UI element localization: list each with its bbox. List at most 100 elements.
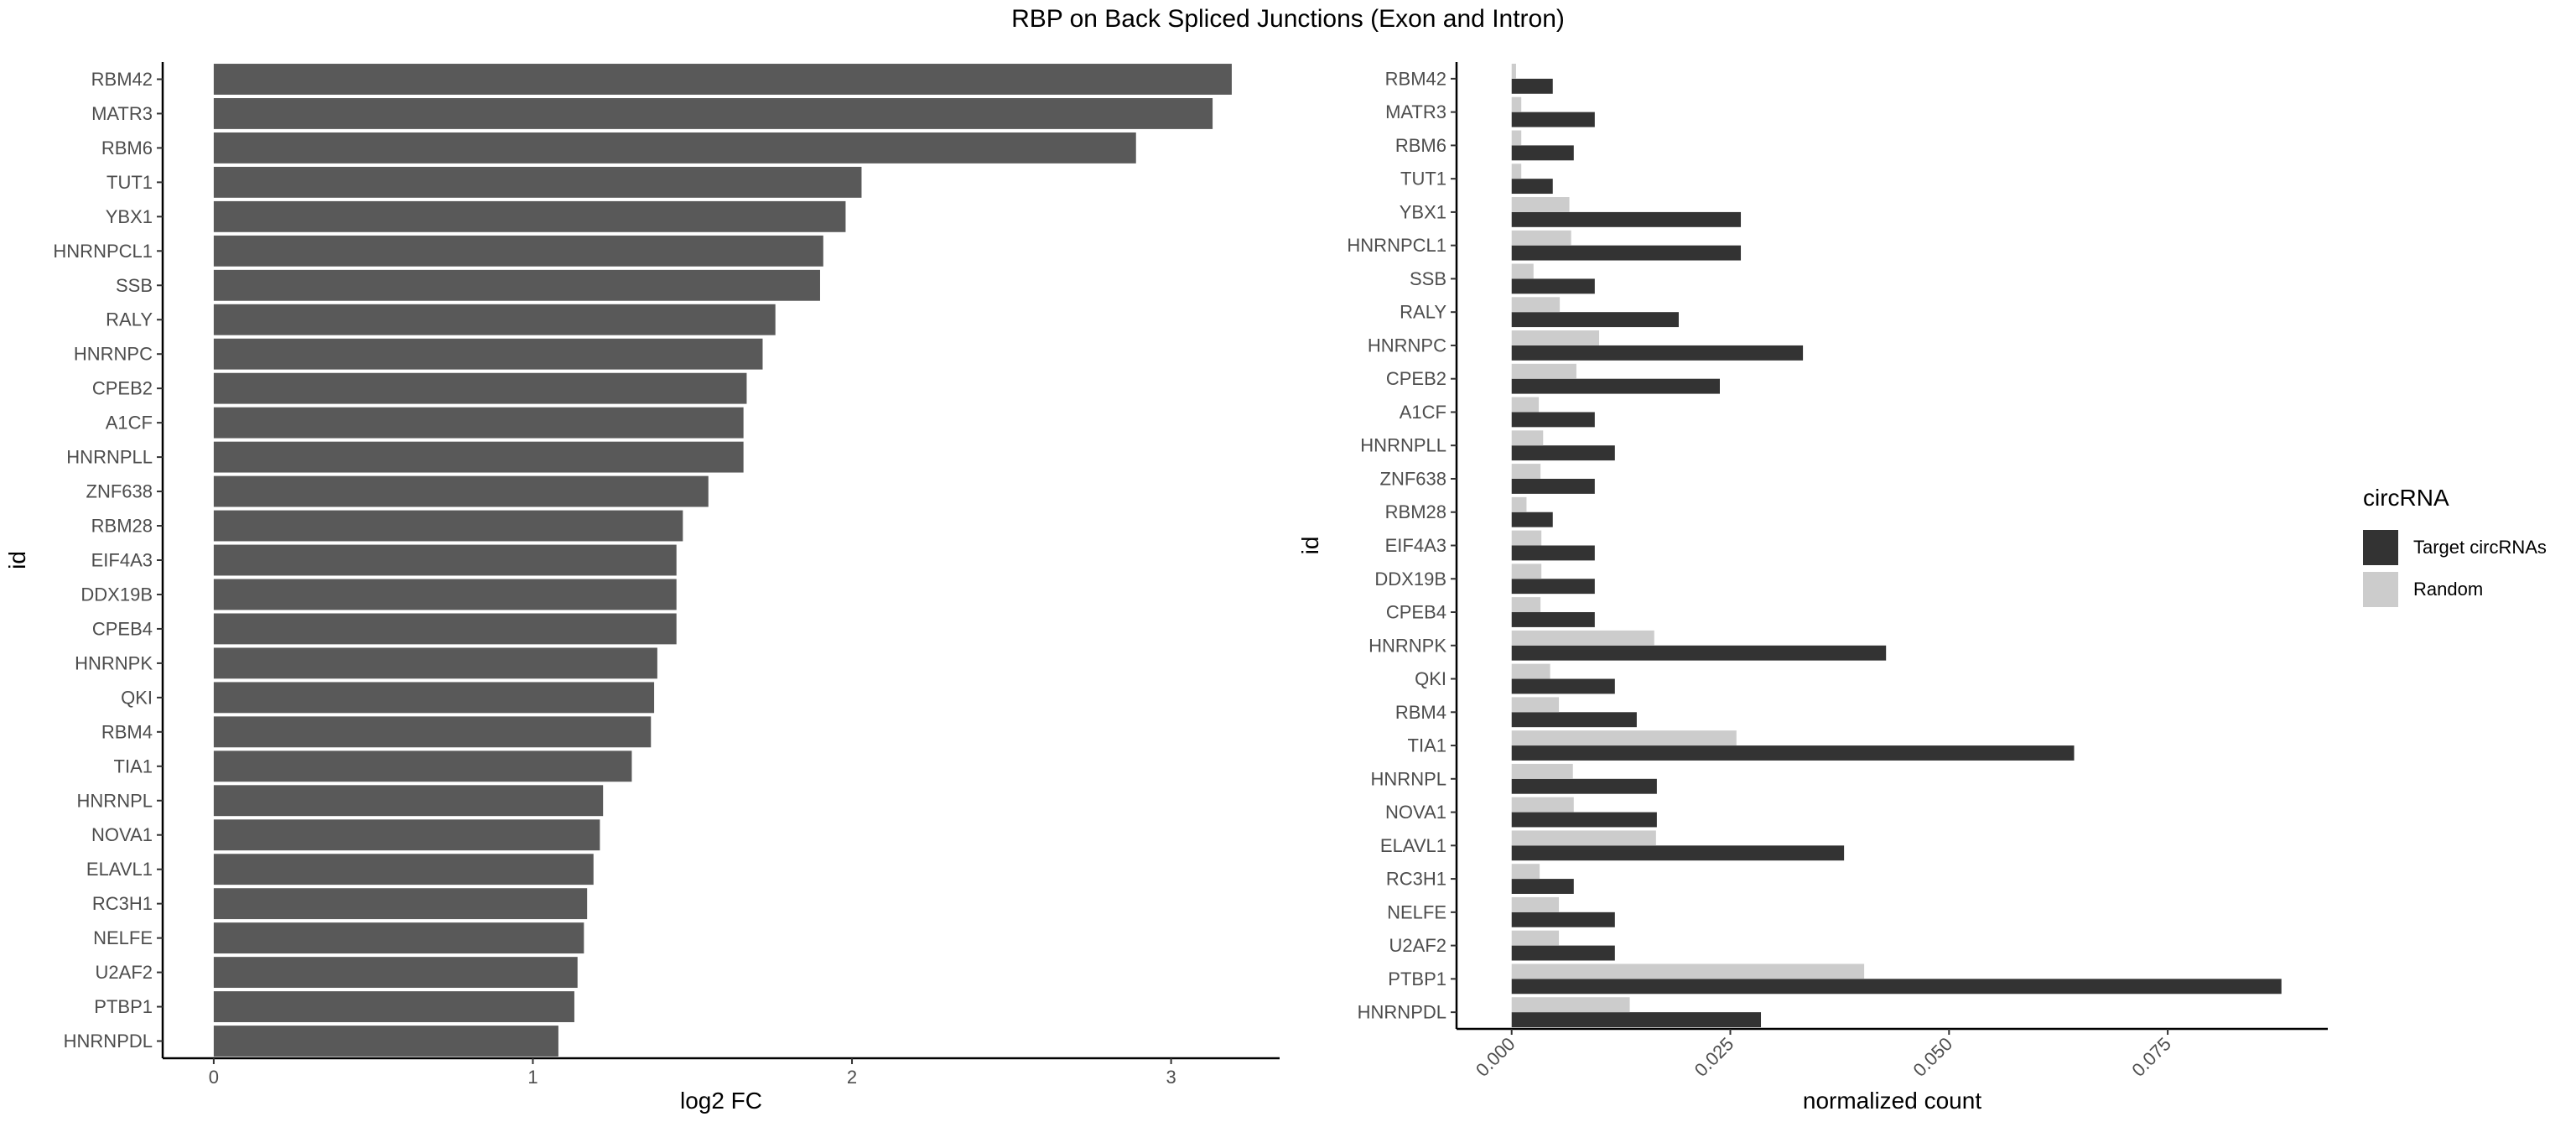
y-tick-label: ZNF638: [86, 481, 153, 502]
y-tick-label: RC3H1: [92, 893, 153, 914]
bar-random: [1511, 830, 1656, 846]
bar-random: [1511, 464, 1541, 479]
legend-label-random: Random: [2413, 579, 2484, 600]
bar: [213, 682, 655, 714]
y-tick-label: HNRNPLL: [66, 447, 153, 468]
bar-target: [1511, 1012, 1762, 1028]
bar-random: [1511, 496, 1527, 512]
y-axis-title: id: [1297, 537, 1323, 555]
bar-target: [1511, 112, 1595, 127]
bar-target: [1511, 579, 1595, 595]
bar: [213, 235, 823, 267]
y-tick-label: YBX1: [106, 206, 153, 227]
bar: [213, 166, 862, 198]
chart-title: RBP on Back Spliced Junctions (Exon and …: [1011, 5, 1565, 33]
bar-random: [1511, 564, 1542, 579]
y-tick-label: NOVA1: [91, 824, 153, 845]
bar: [213, 579, 677, 610]
bar: [213, 132, 1136, 164]
y-tick-label: HNRNPL: [1371, 768, 1446, 789]
y-tick-label: YBX1: [1400, 201, 1446, 222]
panel-normalized-count: RBM42 MATR3 RBM6 TUT1 YBX1 HNRNPCL1 SSB RALY HNR…: [1297, 62, 2328, 1114]
x-tick-label: 0: [209, 1067, 219, 1088]
bar: [213, 716, 652, 748]
bar-random: [1511, 864, 1540, 880]
bar: [213, 647, 657, 679]
y-tick-label: HNRNPDL: [64, 1031, 153, 1052]
bar-target: [1511, 879, 1574, 894]
x-tick-label: 0.050: [1909, 1033, 1957, 1081]
y-tick-label: HNRNPCL1: [53, 241, 153, 262]
y-tick-label: U2AF2: [1389, 935, 1446, 956]
y-tick-label: ELAVL1: [86, 859, 153, 880]
y-tick-label: RBM6: [1395, 135, 1446, 156]
y-tick-label: ELAVL1: [1380, 835, 1446, 856]
bar-target: [1511, 545, 1595, 561]
bar: [213, 785, 604, 817]
y-tick-label: CPEB4: [1386, 602, 1446, 623]
bar: [213, 510, 683, 542]
bar-random: [1511, 530, 1542, 546]
bar-random: [1511, 130, 1522, 146]
y-tick-label: HNRNPK: [1368, 635, 1446, 656]
bar: [213, 64, 1232, 95]
y-tick-label: TUT1: [106, 172, 153, 193]
y-tick-label: NELFE: [93, 927, 153, 948]
x-tick-label: 0.075: [2127, 1033, 2175, 1081]
bar-random: [1511, 63, 1516, 79]
bar: [213, 372, 747, 404]
x-tick-label: 0.025: [1690, 1033, 1738, 1081]
bar-target: [1511, 312, 1679, 328]
legend-swatch-target: [2363, 530, 2398, 565]
bar-random: [1511, 630, 1654, 646]
y-tick-label: EIF4A3: [1385, 535, 1446, 556]
bar: [213, 200, 846, 232]
y-tick-label: NELFE: [1387, 901, 1446, 922]
bar-random: [1511, 230, 1571, 246]
x-axis-title: normalized count: [1803, 1088, 1981, 1114]
bar: [213, 957, 578, 989]
bar-target: [1511, 412, 1595, 428]
x-axis-title: log2 FC: [680, 1088, 762, 1114]
bar: [213, 888, 588, 920]
y-tick-label: HNRNPLL: [1360, 435, 1446, 456]
x-tick-label: 1: [527, 1067, 538, 1088]
bar-target: [1511, 845, 1845, 861]
y-tick-label: PTBP1: [1388, 969, 1446, 989]
bar-random: [1511, 997, 1630, 1013]
bar: [213, 922, 584, 954]
bar-target: [1511, 445, 1615, 461]
bar-random: [1511, 730, 1737, 746]
bar: [213, 475, 709, 507]
bar-random: [1511, 797, 1574, 813]
bar-random: [1511, 363, 1576, 379]
y-tick-label: HNRNPL: [77, 790, 153, 811]
bar-random: [1511, 663, 1550, 679]
y-tick-label: RBM42: [1385, 68, 1446, 89]
y-tick-label: RBM4: [1395, 702, 1446, 723]
x-tick-label: 2: [847, 1067, 857, 1088]
bar: [213, 991, 574, 1022]
bar-random: [1511, 597, 1541, 613]
y-tick-label: HNRNPK: [75, 652, 153, 673]
bar-random: [1511, 397, 1540, 413]
bar: [213, 269, 820, 301]
bar-random: [1511, 297, 1561, 313]
bar-target: [1511, 911, 1615, 927]
bar-target: [1511, 645, 1887, 661]
bar-random: [1511, 263, 1534, 279]
bar: [213, 544, 677, 576]
bar: [213, 407, 744, 439]
y-tick-label: SSB: [116, 275, 153, 296]
legend-swatch-random: [2363, 572, 2398, 607]
bar-target: [1511, 612, 1595, 627]
legend-label-target: Target circRNAs: [2413, 537, 2547, 558]
y-tick-label: NOVA1: [1385, 802, 1446, 823]
bar: [213, 819, 600, 851]
bar-random: [1511, 930, 1560, 946]
y-tick-label: SSB: [1410, 268, 1446, 289]
x-tick-label: 0.000: [1472, 1033, 1519, 1081]
bar-random: [1511, 896, 1560, 912]
bar-target: [1511, 78, 1553, 94]
bar-random: [1511, 763, 1573, 779]
